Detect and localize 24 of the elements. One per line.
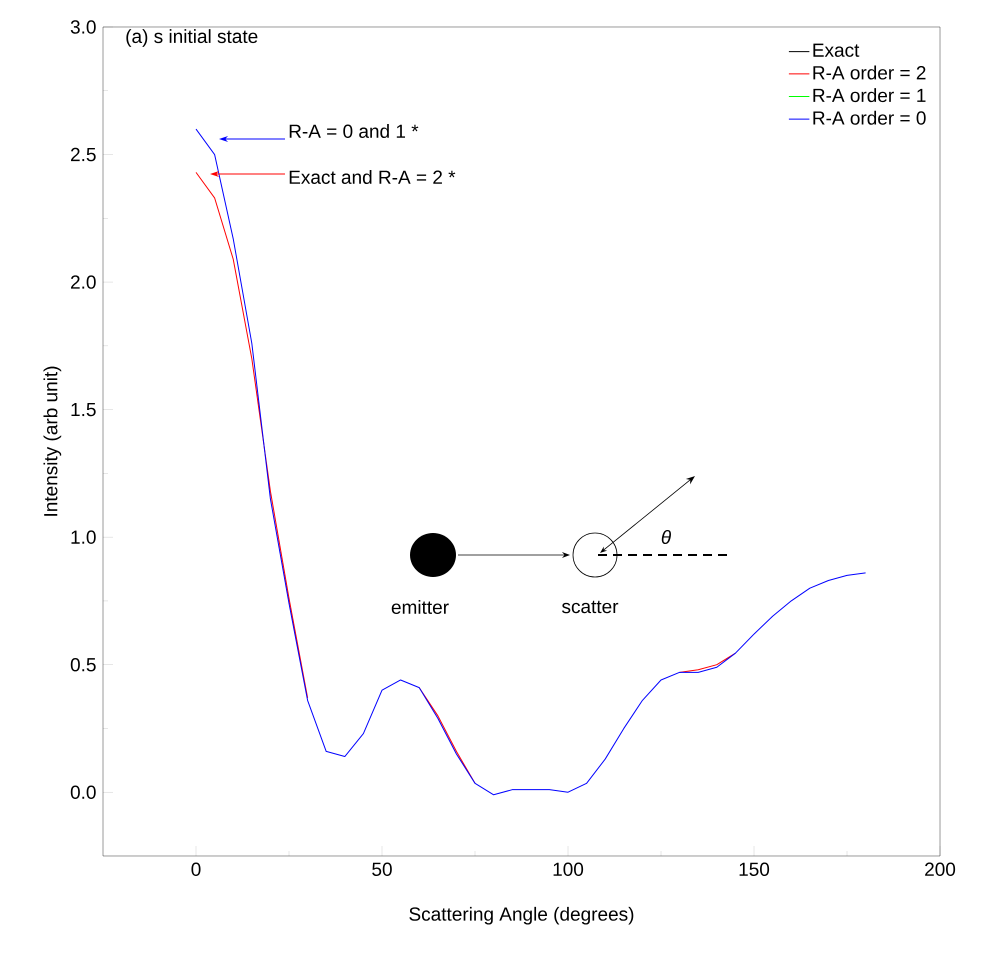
legend-label: R-A order = 2 [813,66,926,80]
x-axis-title: Scattering Angle (degrees) [409,906,634,925]
annotation: R-A = 0 and 1 * [290,124,418,138]
legend-label: R-A order = 0 [813,110,926,125]
annotation: θ [662,530,671,544]
annotation: Exact and R-A = 2 * [290,170,456,184]
x-tick-label: 100 [554,862,584,876]
x-tick-label: 50 [372,862,392,876]
annotation: (a) s initial state [126,29,258,47]
y-tick-label: 1.5 [72,402,96,416]
y-tick-label: 0.5 [70,658,96,672]
y-axis-title: Intensity (arb unit) [43,366,62,516]
y-tick-label: 3.0 [70,20,96,34]
y-tick-label: 2.0 [71,275,96,289]
legend-label: R-A order = 1 [813,88,926,102]
x-tick-label: 150 [740,862,770,876]
annotation: scatter [562,600,618,614]
y-tick-label: 2.5 [71,148,96,162]
annotation: emitter [392,600,449,614]
x-tick-label: 200 [925,862,956,876]
legend-label: Exact [813,44,860,57]
y-tick-label: 0.0 [70,786,96,799]
x-tick-label: 0 [191,862,201,876]
y-tick-label: 1.0 [72,530,96,544]
